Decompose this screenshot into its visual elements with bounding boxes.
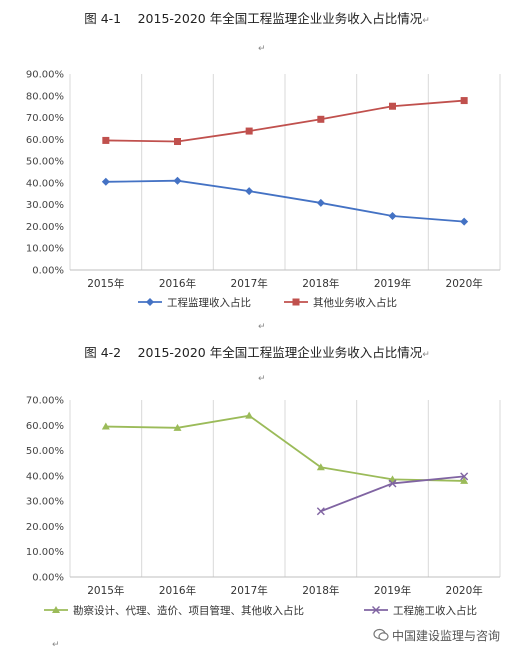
x-tick-label: 2018年 xyxy=(302,277,339,290)
paragraph-mark: ↵ xyxy=(258,322,266,332)
y-tick-label: 90.00% xyxy=(26,70,64,81)
x-tick-label: 2020年 xyxy=(446,277,483,290)
data-point xyxy=(388,479,397,488)
data-point xyxy=(245,411,254,419)
legend-label: 工程监理收入占比 xyxy=(167,296,251,309)
marker-stroke xyxy=(388,479,397,488)
paragraph-mark: ↵ xyxy=(258,44,266,54)
x-tick-label: 2017年 xyxy=(231,277,268,290)
chart-1: 0.00% 10.00% 20.00% 30.00% 40.00% 50.00% 60.00… xyxy=(26,70,501,309)
y-tick-label: 50.00% xyxy=(26,446,64,457)
x-tick-label: 2016年 xyxy=(159,584,196,597)
y-tick-label: 30.00% xyxy=(26,200,64,211)
paragraph-mark: ↵ xyxy=(52,640,60,650)
y-tick-label: 60.00% xyxy=(26,135,64,146)
legend: 勘察设计、代理、造价、项目管理、其他收入占比 工程施工收入占比 xyxy=(44,604,477,617)
data-point xyxy=(173,176,182,185)
data-point xyxy=(101,422,110,430)
data-point xyxy=(101,177,110,186)
legend-label: 其他业务收入占比 xyxy=(313,296,397,309)
x-tick-label: 2017年 xyxy=(231,584,268,597)
y-tick-labels: 0.00% 10.00% 20.00% 30.00% 40.00% 50.00% 60.00… xyxy=(26,70,64,277)
legend-marker xyxy=(292,298,300,306)
data-point xyxy=(460,476,469,484)
marker-stroke xyxy=(460,472,469,481)
data-point xyxy=(174,138,181,146)
x-tick-label: 2019年 xyxy=(374,584,411,597)
x-tick-label: 2016年 xyxy=(159,277,196,290)
legend-marker xyxy=(52,606,60,613)
x-tick-labels: 2015年 2016年 2017年 2018年 2019年 2020年 xyxy=(87,584,483,597)
data-point xyxy=(317,115,325,123)
y-tick-label: 70.00% xyxy=(26,113,64,124)
legend-item: 工程监理收入占比 xyxy=(138,296,251,309)
gridlines xyxy=(69,400,501,577)
figure-1-title: 图 4-1 2015-2020 年全国工程监理企业业务收入占比情况↵ xyxy=(84,11,430,26)
series-line xyxy=(105,179,465,223)
series-line xyxy=(105,414,465,482)
legend-item: 勘察设计、代理、造价、项目管理、其他收入占比 xyxy=(44,604,304,617)
data-point xyxy=(245,127,253,135)
legend: 工程监理收入占比 其他业务收入占比 xyxy=(138,296,397,309)
y-tick-label: 40.00% xyxy=(26,471,64,482)
data-point xyxy=(460,97,468,105)
x-tick-label: 2019年 xyxy=(374,277,411,290)
chart-2: 0.00% 10.00% 20.00% 30.00% 40.00% 50.00% 60.00… xyxy=(26,396,501,617)
data-point xyxy=(389,102,396,110)
gridlines xyxy=(69,74,501,270)
y-tick-label: 10.00% xyxy=(26,547,64,558)
x-tick-label: 2015年 xyxy=(87,277,124,290)
x-tick-label: 2018年 xyxy=(302,584,339,597)
marker-stroke xyxy=(316,507,325,516)
x-tick-labels: 2015年 2016年 2017年 2018年 2019年 2020年 xyxy=(87,277,483,290)
y-tick-label: 40.00% xyxy=(26,178,64,189)
y-tick-label: 0.00% xyxy=(32,573,64,584)
data-point xyxy=(388,211,397,220)
legend-label: 工程施工收入占比 xyxy=(393,604,477,617)
y-tick-label: 30.00% xyxy=(26,497,64,508)
y-tick-label: 20.00% xyxy=(26,522,64,533)
legend-item: 其他业务收入占比 xyxy=(284,296,397,309)
data-point xyxy=(460,217,469,226)
paragraph-mark: ↵ xyxy=(258,374,266,384)
watermark: 中国建设监理与咨询 xyxy=(373,627,500,644)
y-tick-label: 60.00% xyxy=(26,421,64,432)
y-tick-labels: 0.00% 10.00% 20.00% 30.00% 40.00% 50.00% 60.00… xyxy=(26,396,64,584)
data-point xyxy=(245,187,254,196)
data-point xyxy=(316,198,325,207)
figure-2-title: 图 4-2 2015-2020 年全国工程监理企业业务收入占比情况↵ xyxy=(84,345,430,360)
x-tick-label: 2020年 xyxy=(446,584,483,597)
marker-stroke xyxy=(372,606,380,614)
wechat-icon xyxy=(373,628,389,641)
data-point xyxy=(316,463,325,471)
x-tick-label: 2015年 xyxy=(87,584,124,597)
watermark-text: 中国建设监理与咨询 xyxy=(391,629,500,643)
y-tick-label: 10.00% xyxy=(26,244,64,255)
series-2 xyxy=(316,472,469,516)
series-2 xyxy=(102,97,468,146)
series-line xyxy=(105,99,465,143)
y-tick-label: 70.00% xyxy=(26,396,64,407)
data-point xyxy=(316,507,325,516)
legend-marker xyxy=(372,606,380,614)
y-tick-label: 80.00% xyxy=(26,91,64,102)
y-tick-label: 20.00% xyxy=(26,222,64,233)
data-point xyxy=(173,423,182,431)
series-1 xyxy=(101,176,469,226)
data-point xyxy=(460,472,469,481)
y-tick-label: 50.00% xyxy=(26,157,64,168)
legend-marker xyxy=(146,298,154,306)
legend-item: 工程施工收入占比 xyxy=(364,604,477,617)
y-tick-label: 0.00% xyxy=(32,266,64,277)
legend-label: 勘察设计、代理、造价、项目管理、其他收入占比 xyxy=(73,604,304,617)
data-point xyxy=(102,136,110,144)
